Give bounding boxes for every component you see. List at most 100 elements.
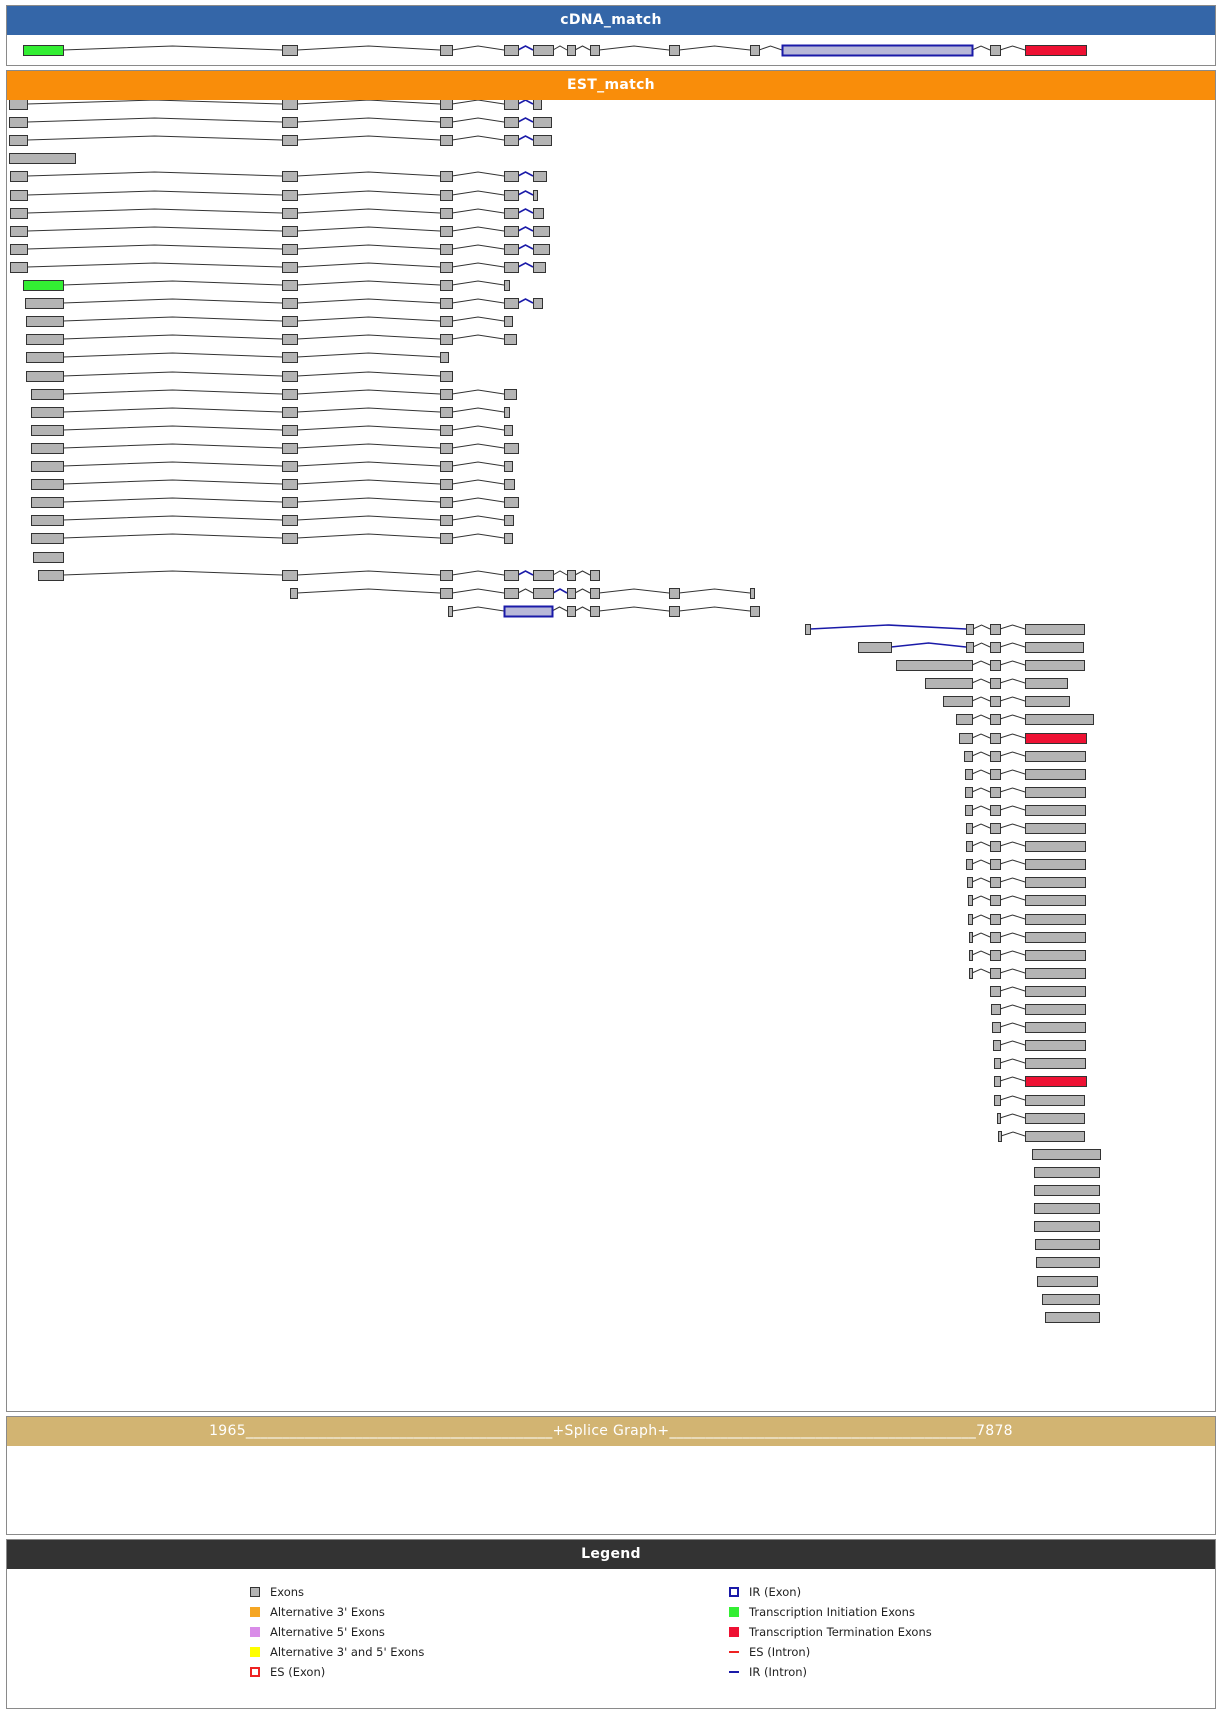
intron: [999, 1076, 1026, 1082]
est-track-row: [10, 226, 550, 237]
exon: [504, 298, 519, 309]
exon: [1025, 950, 1086, 961]
est-track-row: [26, 371, 453, 382]
exon: [966, 841, 973, 852]
intron: [678, 588, 751, 594]
exon: [282, 171, 298, 182]
intron: [296, 515, 441, 521]
est-track-row: [968, 914, 1086, 925]
exon: [750, 588, 755, 599]
termination-exon: [1025, 1076, 1087, 1087]
exon: [504, 208, 519, 219]
exon: [990, 624, 1001, 635]
splice-graph-panel: 1965____________________________________…: [6, 1416, 1216, 1535]
est-track-row: [943, 696, 1070, 707]
est-track-row: [966, 823, 1086, 834]
exon: [567, 606, 576, 617]
intron: [451, 407, 505, 413]
exon: [282, 117, 298, 128]
exon: [440, 497, 453, 508]
est-track-row: [994, 1095, 1085, 1106]
legend-item-initiation: Transcription Initiation Exons: [729, 1603, 915, 1621]
exon: [1025, 1058, 1086, 1069]
intron: [1000, 1131, 1026, 1137]
exon: [1025, 1131, 1085, 1142]
est-track-row: [38, 570, 600, 581]
exon: [282, 190, 298, 201]
intron: [296, 479, 441, 485]
est-track-row: [1034, 1203, 1100, 1214]
intron: [296, 425, 441, 431]
blue-outline-square-icon: [729, 1587, 739, 1597]
intron: [999, 986, 1026, 992]
exon: [965, 769, 973, 780]
intron: [296, 262, 441, 268]
intron: [999, 1058, 1026, 1064]
exon: [669, 606, 680, 617]
intron: [999, 624, 1026, 630]
est-track-row: [31, 479, 515, 490]
legend-item-alt5: Alternative 5' Exons: [250, 1623, 385, 1641]
exon: [282, 479, 298, 490]
est-track-row: [10, 208, 544, 219]
exon: [440, 533, 453, 544]
exon: [282, 334, 298, 345]
splice-graph-end-coordinate: 7878: [976, 1423, 1013, 1439]
exon: [968, 895, 973, 906]
est-track-row: [31, 497, 519, 508]
exon: [440, 425, 453, 436]
exon: [943, 696, 973, 707]
intron: [451, 515, 505, 521]
termination-exon: [1025, 733, 1087, 744]
intron: [62, 515, 283, 521]
intron: [999, 1095, 1026, 1101]
exon: [31, 515, 64, 526]
exon: [1025, 805, 1086, 816]
exon: [440, 190, 453, 201]
est-match-tracks: [9, 100, 1101, 1323]
exon: [504, 533, 513, 544]
ir-intron: [552, 588, 568, 594]
intron: [62, 352, 283, 358]
intron: [62, 316, 283, 322]
orange-square-icon: [250, 1607, 260, 1617]
est-track-row: [990, 986, 1086, 997]
exon: [1025, 751, 1086, 762]
intron: [451, 262, 505, 268]
est-track-row: [969, 968, 1086, 979]
intron: [971, 968, 991, 974]
ir-intron: [517, 244, 534, 250]
exon: [440, 244, 453, 255]
intron: [62, 389, 283, 395]
exon: [533, 117, 552, 128]
intron: [296, 280, 441, 286]
intron: [451, 100, 505, 105]
intron: [62, 479, 283, 485]
intron: [62, 334, 283, 340]
termination-exon: [1025, 45, 1087, 56]
ir-intron: [809, 624, 967, 630]
est-track-row: [1034, 1221, 1100, 1232]
intron: [296, 461, 441, 467]
dashed-red-line-icon: [729, 1651, 739, 1653]
exon: [440, 461, 453, 472]
intron: [451, 497, 505, 503]
yellow-square-icon: [250, 1647, 260, 1657]
intron: [598, 606, 670, 612]
exon: [9, 117, 28, 128]
intron: [26, 226, 283, 232]
exon: [990, 914, 1001, 925]
intron: [999, 751, 1026, 757]
intron: [296, 352, 441, 358]
est-match-header: EST_match: [7, 71, 1215, 100]
red-square-icon: [729, 1627, 739, 1637]
intron: [552, 45, 568, 51]
exon: [990, 841, 1001, 852]
exon: [925, 678, 973, 689]
exon: [969, 932, 973, 943]
exon: [533, 208, 544, 219]
exon: [31, 389, 64, 400]
exon: [504, 316, 513, 327]
intron: [999, 841, 1026, 847]
exon: [533, 588, 554, 599]
